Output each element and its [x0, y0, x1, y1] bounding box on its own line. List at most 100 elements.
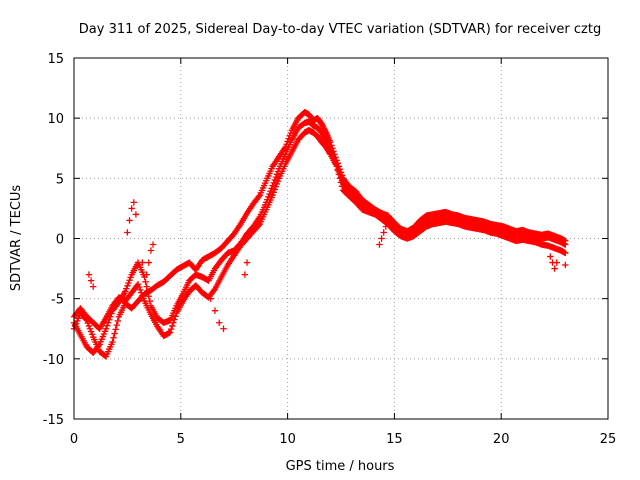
data-point: [270, 189, 277, 196]
data-point: [243, 259, 251, 266]
data-point: [216, 319, 223, 326]
data-point: [114, 300, 121, 307]
data-point: [88, 331, 96, 338]
data-point: [86, 325, 94, 332]
y-tick-label: 0: [56, 233, 64, 248]
data-point: [146, 297, 154, 305]
data-point: [320, 125, 328, 132]
data-point: [109, 338, 116, 346]
data-point: [144, 288, 151, 295]
data-point: [382, 223, 390, 230]
data-point: [110, 334, 117, 341]
data-point: [140, 295, 147, 302]
data-point: [135, 283, 143, 291]
data-point: [106, 316, 113, 323]
data-point: [338, 183, 346, 190]
data-point: [337, 179, 345, 186]
x-tick-label: 10: [279, 432, 296, 447]
data-point: [285, 135, 292, 142]
data-point: [271, 176, 278, 184]
data-point: [255, 193, 262, 200]
data-point: [562, 249, 569, 257]
data-point: [84, 319, 92, 327]
data-point: [142, 278, 149, 286]
data-point: [270, 179, 277, 186]
data-point: [108, 310, 115, 317]
data-point: [284, 138, 291, 145]
data-point: [319, 122, 326, 129]
data-point: [102, 325, 110, 332]
data-point: [128, 205, 135, 212]
data-point: [145, 293, 152, 300]
chart-title: Day 311 of 2025, Sidereal Day-to-day VTE…: [79, 22, 601, 37]
data-point: [264, 196, 271, 203]
x-tick-label: 5: [177, 432, 185, 447]
data-point: [123, 285, 130, 292]
data-point: [166, 329, 174, 336]
data-point: [562, 241, 569, 248]
data-point: [211, 307, 219, 314]
data-point: [124, 282, 131, 290]
data-point: [124, 229, 131, 236]
y-tick-label: -10: [43, 353, 64, 368]
data-point: [134, 281, 142, 288]
data-point: [112, 326, 119, 333]
data-point: [380, 229, 387, 236]
data-point: [547, 253, 554, 260]
y-tick-label: 5: [56, 172, 64, 187]
data-point: [87, 277, 95, 284]
data-point: [126, 217, 133, 224]
x-tick-label: 20: [493, 432, 510, 447]
grid-lines: [74, 58, 608, 419]
data-point: [328, 149, 335, 156]
data-point: [272, 173, 280, 181]
y-tick-label: 15: [47, 52, 64, 67]
data-point: [207, 295, 214, 302]
data-point: [378, 235, 385, 242]
data-point: [332, 160, 339, 167]
y-tick-label: -5: [51, 293, 64, 308]
data-point: [138, 289, 145, 296]
data-point: [85, 271, 93, 278]
data-point: [320, 123, 327, 131]
x-tick-label: 15: [386, 432, 403, 447]
data-point: [274, 168, 282, 175]
data-point: [553, 259, 560, 266]
data-point: [265, 193, 272, 200]
data-point: [170, 319, 177, 326]
data-point: [139, 292, 146, 299]
data-point: [104, 319, 112, 326]
data-point: [266, 190, 273, 198]
data-point: [143, 271, 150, 278]
x-tick-label: 0: [70, 432, 78, 447]
data-point: [147, 247, 155, 254]
data-point: [103, 322, 111, 329]
data-point: [137, 286, 144, 294]
data-point: [114, 317, 121, 325]
x-tick-label: 25: [600, 432, 617, 447]
data-point: [271, 186, 278, 193]
axis-ticks: 0 5 10 15 20 25 -15 -10 -5 0 5 10 15: [43, 52, 617, 447]
data-point: [149, 241, 157, 248]
data-point: [267, 187, 274, 195]
data-point: [143, 283, 150, 290]
data-marks: [70, 108, 569, 360]
data-point: [269, 191, 276, 199]
data-point: [327, 146, 334, 153]
data-point: [167, 325, 175, 333]
data-point: [269, 182, 276, 189]
data-point: [132, 211, 140, 218]
data-point: [329, 151, 336, 159]
data-point: [130, 199, 138, 206]
data-point: [127, 274, 134, 281]
data-point: [318, 120, 325, 128]
data-point: [172, 313, 179, 320]
data-point: [171, 316, 178, 323]
data-point: [220, 325, 227, 332]
y-tick-label: 10: [47, 112, 64, 127]
data-point: [210, 287, 218, 294]
data-point: [241, 271, 249, 278]
data-point: [333, 163, 340, 170]
data-point: [334, 167, 341, 174]
